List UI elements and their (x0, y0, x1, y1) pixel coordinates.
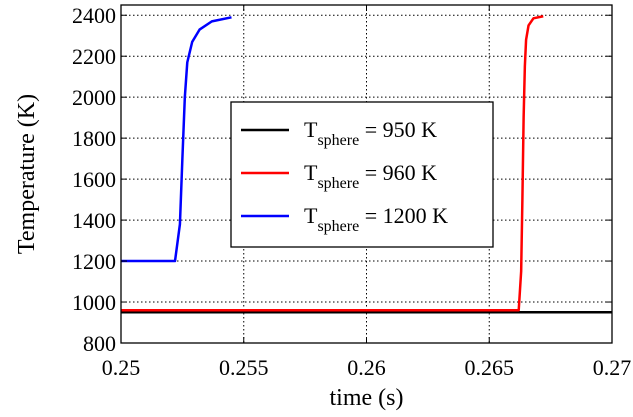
y-tick-label: 1400 (72, 208, 116, 233)
series-line-2 (121, 15, 544, 312)
y-tick-label: 2000 (72, 85, 116, 110)
x-axis-label: time (s) (330, 385, 404, 411)
y-tick-label: 1600 (72, 167, 116, 192)
series-lines (121, 15, 612, 314)
legend-label-3: Tsphere = 1200 K (304, 203, 448, 235)
y-tick-label: 2200 (72, 44, 116, 69)
y-tick-label: 1200 (72, 249, 116, 274)
y-axis-label: Temperature (K) (14, 94, 40, 254)
axis-ticks (120, 5, 613, 344)
x-tick-label: 0.25 (102, 355, 141, 380)
x-tick-label: 0.27 (593, 355, 632, 380)
legend-label-2: Tsphere = 960 K (304, 160, 437, 192)
y-tick-label: 1000 (72, 290, 116, 315)
x-tick-label: 0.26 (347, 355, 386, 380)
legend-label-1: Tsphere = 950 K (304, 117, 437, 149)
legend-box (230, 101, 494, 248)
legend: Tsphere = 950 K Tsphere = 960 K Tsphere = … (230, 101, 494, 248)
y-tick-label: 800 (83, 331, 116, 356)
series-line-3 (121, 16, 232, 263)
y-tick-label: 2400 (72, 3, 116, 28)
x-tick-label: 0.255 (219, 355, 269, 380)
y-tick-label: 1800 (72, 126, 116, 151)
x-tick-label: 0.265 (465, 355, 515, 380)
tick-labels: 0.25 0.255 0.26 0.265 0.27 800 1000 1200 1400 160… (72, 3, 631, 380)
